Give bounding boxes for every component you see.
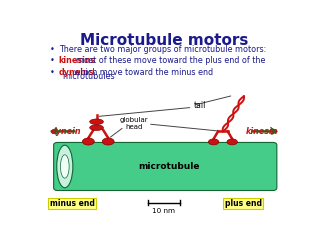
Text: kinesin: kinesin (246, 127, 278, 136)
Text: dynein: dynein (51, 127, 81, 136)
Text: microtubule: microtubule (138, 162, 200, 171)
Text: kinesins: kinesins (59, 56, 96, 65)
Text: tail: tail (194, 101, 206, 110)
Ellipse shape (90, 125, 103, 131)
Ellipse shape (102, 138, 114, 145)
Text: 10 nm: 10 nm (153, 208, 175, 214)
Text: Microtubule motors: Microtubule motors (80, 33, 248, 48)
Text: There are two major groups of microtubule motors:: There are two major groups of microtubul… (59, 44, 266, 54)
Text: •: • (50, 44, 55, 54)
Text: globular
head: globular head (120, 117, 148, 131)
Text: most of these move toward the plus end of the: most of these move toward the plus end o… (76, 56, 266, 65)
FancyBboxPatch shape (54, 143, 277, 191)
Text: plus end: plus end (225, 199, 262, 208)
Text: •: • (50, 68, 55, 77)
Text: minus end: minus end (50, 199, 95, 208)
Ellipse shape (57, 145, 73, 188)
Text: •: • (50, 56, 55, 65)
Text: microtubules: microtubules (62, 72, 115, 81)
Text: which move toward the minus end: which move toward the minus end (74, 68, 213, 77)
Ellipse shape (90, 119, 103, 125)
Text: dyneins: dyneins (59, 68, 94, 77)
Ellipse shape (227, 139, 237, 145)
Ellipse shape (60, 155, 69, 178)
Ellipse shape (208, 139, 219, 145)
Ellipse shape (83, 138, 94, 145)
